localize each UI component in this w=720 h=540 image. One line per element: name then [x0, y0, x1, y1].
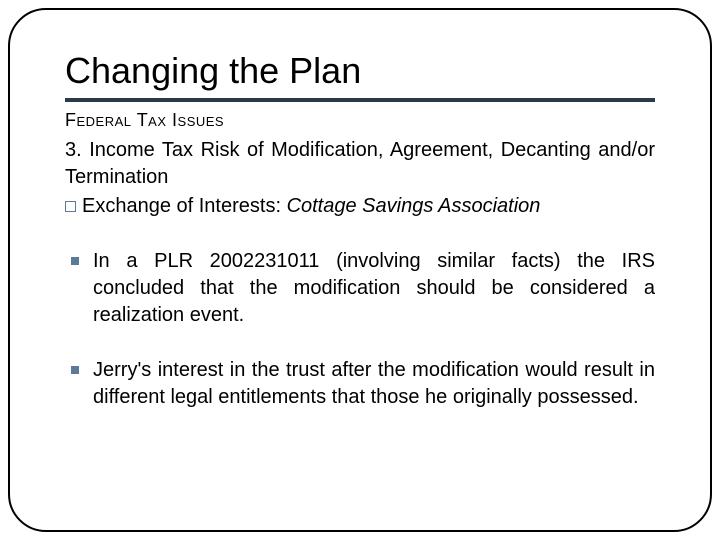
body-bullet-list: In a PLR 2002231011 (involving similar f… — [65, 248, 655, 411]
list-item: Jerry's interest in the trust after the … — [65, 357, 655, 411]
section-heading: 3. Income Tax Risk of Modification, Agre… — [65, 137, 655, 191]
hollow-square-icon — [65, 201, 76, 212]
slide-subtitle: Federal Tax Issues — [65, 110, 655, 131]
section-heading-text: Income Tax Risk of Modification, Agreeme… — [65, 139, 655, 188]
slide-frame: Changing the Plan Federal Tax Issues 3. … — [8, 8, 712, 532]
sub-bullet-prefix: Exchange of Interests: — [82, 195, 287, 217]
list-item: In a PLR 2002231011 (involving similar f… — [65, 248, 655, 329]
slide-title: Changing the Plan — [65, 50, 655, 102]
section-number: 3. — [65, 139, 82, 161]
section-sub-bullet: Exchange of Interests: Cottage Savings A… — [65, 193, 655, 220]
sub-bullet-italic: Cottage Savings Association — [287, 195, 541, 217]
